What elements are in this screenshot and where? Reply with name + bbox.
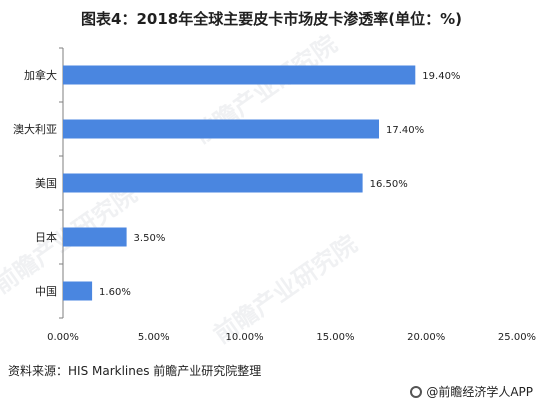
category-label: 中国 <box>35 285 57 298</box>
category-label: 美国 <box>35 177 57 190</box>
bar <box>63 227 127 247</box>
category-label: 加拿大 <box>24 68 57 82</box>
x-tick-label: 15.00% <box>316 332 354 343</box>
x-tick-label: 20.00% <box>407 332 445 343</box>
x-tick-label: 5.00% <box>138 332 170 343</box>
data-label: 19.40% <box>422 71 460 82</box>
brand-footer: @前瞻经济学人APP <box>410 383 533 400</box>
category-label: 日本 <box>35 230 57 244</box>
bar <box>63 119 379 139</box>
bar <box>63 65 416 85</box>
brand-label: @前瞻经济学人APP <box>426 385 533 399</box>
x-tick-label: 10.00% <box>226 332 264 343</box>
data-label: 3.50% <box>134 233 166 244</box>
source-note: 资料来源：HIS Marklines 前瞻产业研究院整理 <box>8 364 262 378</box>
data-label: 16.50% <box>370 179 408 190</box>
category-label: 澳大利亚 <box>13 122 57 136</box>
chart-title: 图表4：2018年全球主要皮卡市场皮卡渗透率(单位：%) <box>81 10 462 28</box>
bar <box>63 281 93 301</box>
data-label: 17.40% <box>386 125 424 136</box>
bar-chart: 加拿大 19.40% 澳大利亚 17.40% 美国 16.50% 日本 3.50% 中国 1.60… <box>13 47 536 343</box>
data-label: 1.60% <box>99 287 131 298</box>
x-tick-label: 25.00% <box>498 332 536 343</box>
brand-logo-icon <box>410 385 423 398</box>
x-tick-label: 0.00% <box>47 332 79 343</box>
bar <box>63 173 363 193</box>
